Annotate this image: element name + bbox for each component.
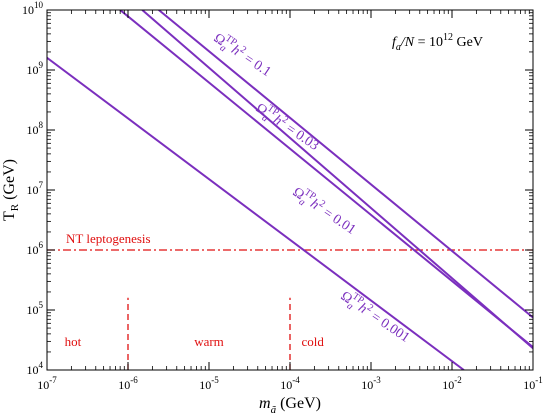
x-tick-base: 10 — [442, 378, 454, 392]
curve-label-sub: a — [260, 113, 270, 125]
x-tick-base: 10 — [280, 378, 292, 392]
param-eq: = 10 — [414, 35, 443, 50]
curve-omega-0.03 — [119, 10, 533, 348]
curve-label-h-exp: 2 — [280, 114, 290, 126]
parameter-label: fa/N = 1012 GeV — [392, 32, 483, 53]
y-tick-label: 1010 — [22, 0, 44, 17]
param-a: a — [396, 42, 401, 53]
curve-label-h-exp: 2 — [317, 198, 327, 210]
y-tick-base: 10 — [27, 303, 39, 317]
x-tick-exponent: -2 — [454, 375, 462, 385]
y-tick-base: 10 — [27, 183, 39, 197]
y-tick-base: 10 — [27, 243, 39, 257]
x-tick-label: 10-3 — [361, 375, 381, 392]
curve-label-sub: a — [218, 43, 228, 55]
y-tick-exponent: 9 — [39, 60, 44, 70]
x-tick-exponent: -6 — [130, 375, 138, 385]
x-tick-base: 10 — [37, 378, 49, 392]
x-tick-base: 10 — [361, 378, 373, 392]
x-axis-label-symbol: m — [259, 395, 271, 412]
y-axis-label: TR (GeV) — [1, 159, 21, 221]
curve-label-value: = 0.01 — [317, 203, 358, 237]
y-tick-base: 10 — [27, 63, 39, 77]
y-tick-base: 10 — [27, 123, 39, 137]
param-exp: 12 — [443, 32, 453, 43]
curve-label-sub: a — [345, 301, 355, 313]
x-tick-label: 10-1 — [523, 375, 543, 392]
region-label-cold: cold — [301, 334, 324, 349]
x-tick-label: 10-4 — [280, 375, 300, 392]
curve-label-0.001: ΩaTPh2 = 0.001 — [336, 286, 414, 349]
param-unit: GeV — [453, 35, 483, 50]
y-tick-exponent: 5 — [39, 300, 44, 310]
x-axis-label-unit: (GeV) — [276, 395, 321, 412]
curve-label-value: = 0.03 — [280, 119, 321, 153]
hline-label: NT leptogenesis — [66, 231, 151, 246]
plot-inner — [47, 10, 533, 370]
x-tick-label: 10-7 — [37, 375, 57, 392]
curve-omega-0.01 — [141, 10, 533, 350]
curve-omega-0.001 — [47, 56, 465, 370]
x-tick-label: 10-6 — [118, 375, 138, 392]
param-slash: / — [400, 35, 406, 50]
y-tick-base: 10 — [27, 363, 39, 377]
region-label-hot: hot — [65, 334, 82, 349]
y-tick-exponent: 7 — [39, 180, 44, 190]
y-tick-label: 109 — [27, 60, 44, 77]
x-tick-base: 10 — [199, 378, 211, 392]
x-tick-exponent: -3 — [373, 375, 381, 385]
y-tick-label: 106 — [27, 240, 44, 257]
x-axis-label: mã (GeV) — [259, 395, 321, 415]
region-label-warm: warm — [194, 334, 224, 349]
param-f: f — [392, 35, 398, 50]
x-axis-label-subscript: ã — [271, 404, 277, 415]
x-tick-label: 10-2 — [442, 375, 462, 392]
y-tick-label: 104 — [27, 360, 44, 377]
y-axis-label-unit: (GeV) — [1, 159, 18, 204]
x-tick-exponent: -1 — [535, 375, 543, 385]
curve-label-h-exp: 2 — [238, 44, 248, 56]
y-tick-exponent: 4 — [39, 360, 44, 370]
curve-label-value: = 0.1 — [238, 49, 273, 80]
y-tick-exponent: 10 — [34, 0, 44, 10]
x-tick-label: 10-5 — [199, 375, 219, 392]
y-tick-label: 107 — [27, 180, 44, 197]
curve-omega-0.1 — [158, 10, 533, 319]
y-axis-label-subscript: R — [9, 203, 21, 211]
curve-label-h-exp: 2 — [365, 302, 375, 314]
y-tick-exponent: 6 — [39, 240, 44, 250]
curve-label-0.1: ΩaTPh2 = 0.1 — [209, 28, 276, 83]
x-tick-exponent: -7 — [49, 375, 57, 385]
x-tick-exponent: -4 — [292, 375, 300, 385]
y-tick-label: 105 — [27, 300, 44, 317]
param-n: N — [404, 35, 415, 50]
x-tick-base: 10 — [118, 378, 130, 392]
curve-label-sub: a — [297, 197, 307, 209]
y-tick-base: 10 — [22, 3, 34, 17]
y-axis-label-symbol: T — [1, 211, 18, 221]
y-tick-exponent: 8 — [39, 120, 44, 130]
x-tick-base: 10 — [523, 378, 535, 392]
plot-area — [47, 10, 533, 370]
x-tick-exponent: -5 — [211, 375, 219, 385]
y-tick-label: 108 — [27, 120, 44, 137]
